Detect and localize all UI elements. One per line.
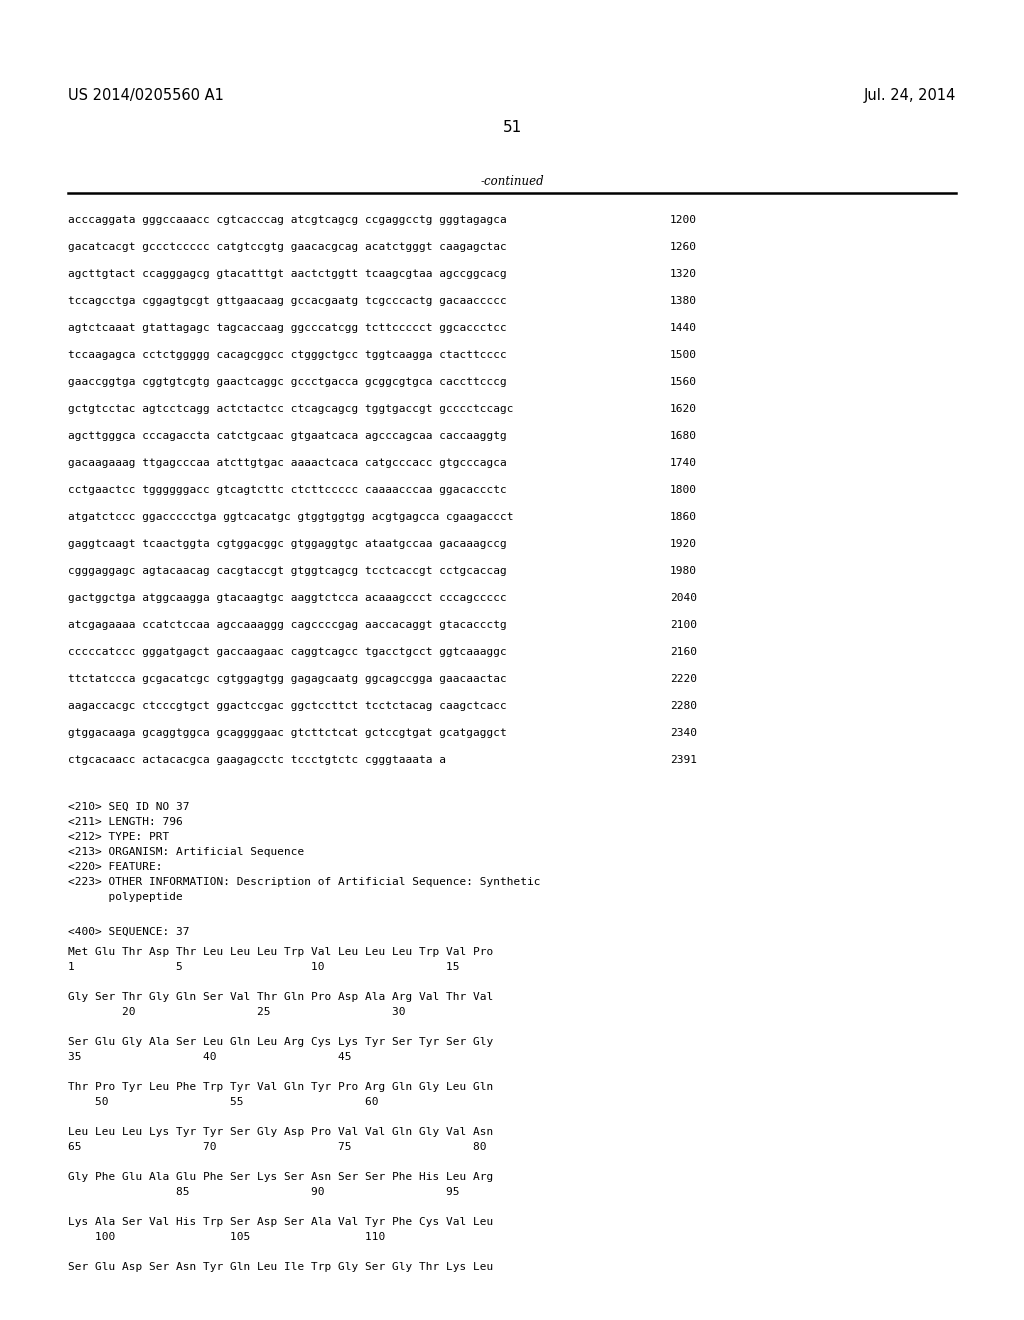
Text: 100                 105                 110: 100 105 110 xyxy=(68,1232,385,1242)
Text: 85                  90                  95: 85 90 95 xyxy=(68,1187,460,1197)
Text: cctgaactcc tggggggacc gtcagtcttc ctcttccccc caaaacccaa ggacaccctc: cctgaactcc tggggggacc gtcagtcttc ctcttcc… xyxy=(68,484,507,495)
Text: 1860: 1860 xyxy=(670,512,697,521)
Text: acccaggata gggccaaacc cgtcacccag atcgtcagcg ccgaggcctg gggtagagca: acccaggata gggccaaacc cgtcacccag atcgtca… xyxy=(68,215,507,224)
Text: 2100: 2100 xyxy=(670,620,697,630)
Text: agcttgggca cccagaccta catctgcaac gtgaatcaca agcccagcaa caccaaggtg: agcttgggca cccagaccta catctgcaac gtgaatc… xyxy=(68,432,507,441)
Text: 1680: 1680 xyxy=(670,432,697,441)
Text: <212> TYPE: PRT: <212> TYPE: PRT xyxy=(68,832,169,842)
Text: Jul. 24, 2014: Jul. 24, 2014 xyxy=(863,88,956,103)
Text: 1               5                   10                  15: 1 5 10 15 xyxy=(68,962,460,972)
Text: atcgagaaaa ccatctccaa agccaaaggg cagccccgag aaccacaggt gtacaccctg: atcgagaaaa ccatctccaa agccaaaggg cagcccc… xyxy=(68,620,507,630)
Text: atgatctccc ggaccccctga ggtcacatgc gtggtggtgg acgtgagcca cgaagaccct: atgatctccc ggaccccctga ggtcacatgc gtggtg… xyxy=(68,512,513,521)
Text: aagaccacgc ctcccgtgct ggactccgac ggctccttct tcctctacag caagctcacc: aagaccacgc ctcccgtgct ggactccgac ggctcct… xyxy=(68,701,507,711)
Text: 2160: 2160 xyxy=(670,647,697,657)
Text: gtggacaaga gcaggtggca gcaggggaac gtcttctcat gctccgtgat gcatgaggct: gtggacaaga gcaggtggca gcaggggaac gtcttct… xyxy=(68,729,507,738)
Text: 50                  55                  60: 50 55 60 xyxy=(68,1097,379,1107)
Text: gacaagaaag ttgagcccaa atcttgtgac aaaactcaca catgcccacc gtgcccagca: gacaagaaag ttgagcccaa atcttgtgac aaaactc… xyxy=(68,458,507,469)
Text: <213> ORGANISM: Artificial Sequence: <213> ORGANISM: Artificial Sequence xyxy=(68,847,304,857)
Text: 1560: 1560 xyxy=(670,378,697,387)
Text: ttctatccca gcgacatcgc cgtggagtgg gagagcaatg ggcagccgga gaacaactac: ttctatccca gcgacatcgc cgtggagtgg gagagca… xyxy=(68,675,507,684)
Text: cgggaggagc agtacaacag cacgtaccgt gtggtcagcg tcctcaccgt cctgcaccag: cgggaggagc agtacaacag cacgtaccgt gtggtca… xyxy=(68,566,507,576)
Text: tccaagagca cctctggggg cacagcggcc ctgggctgcc tggtcaagga ctacttcccc: tccaagagca cctctggggg cacagcggcc ctgggct… xyxy=(68,350,507,360)
Text: agtctcaaat gtattagagc tagcaccaag ggcccatcgg tcttccccct ggcaccctcc: agtctcaaat gtattagagc tagcaccaag ggcccat… xyxy=(68,323,507,333)
Text: 2220: 2220 xyxy=(670,675,697,684)
Text: gacatcacgt gccctccccc catgtccgtg gaacacgcag acatctgggt caagagctac: gacatcacgt gccctccccc catgtccgtg gaacacg… xyxy=(68,242,507,252)
Text: 1800: 1800 xyxy=(670,484,697,495)
Text: gactggctga atggcaagga gtacaagtgc aaggtctcca acaaagccct cccagccccc: gactggctga atggcaagga gtacaagtgc aaggtct… xyxy=(68,593,507,603)
Text: 2040: 2040 xyxy=(670,593,697,603)
Text: tccagcctga cggagtgcgt gttgaacaag gccacgaatg tcgcccactg gacaaccccc: tccagcctga cggagtgcgt gttgaacaag gccacga… xyxy=(68,296,507,306)
Text: 51: 51 xyxy=(503,120,521,135)
Text: gaaccggtga cggtgtcgtg gaactcaggc gccctgacca gcggcgtgca caccttcccg: gaaccggtga cggtgtcgtg gaactcaggc gccctga… xyxy=(68,378,507,387)
Text: ctgcacaacc actacacgca gaagagcctc tccctgtctc cgggtaaata a: ctgcacaacc actacacgca gaagagcctc tccctgt… xyxy=(68,755,446,766)
Text: <211> LENGTH: 796: <211> LENGTH: 796 xyxy=(68,817,182,828)
Text: US 2014/0205560 A1: US 2014/0205560 A1 xyxy=(68,88,224,103)
Text: 1380: 1380 xyxy=(670,296,697,306)
Text: gctgtcctac agtcctcagg actctactcc ctcagcagcg tggtgaccgt gcccctccagc: gctgtcctac agtcctcagg actctactcc ctcagca… xyxy=(68,404,513,414)
Text: 1260: 1260 xyxy=(670,242,697,252)
Text: 1500: 1500 xyxy=(670,350,697,360)
Text: <223> OTHER INFORMATION: Description of Artificial Sequence: Synthetic: <223> OTHER INFORMATION: Description of … xyxy=(68,876,541,887)
Text: 1620: 1620 xyxy=(670,404,697,414)
Text: 1200: 1200 xyxy=(670,215,697,224)
Text: 65                  70                  75                  80: 65 70 75 80 xyxy=(68,1142,486,1152)
Text: Gly Ser Thr Gly Gln Ser Val Thr Gln Pro Asp Ala Arg Val Thr Val: Gly Ser Thr Gly Gln Ser Val Thr Gln Pro … xyxy=(68,993,494,1002)
Text: cccccatccc gggatgagct gaccaagaac caggtcagcc tgacctgcct ggtcaaaggc: cccccatccc gggatgagct gaccaagaac caggtca… xyxy=(68,647,507,657)
Text: 1440: 1440 xyxy=(670,323,697,333)
Text: <400> SEQUENCE: 37: <400> SEQUENCE: 37 xyxy=(68,927,189,937)
Text: <210> SEQ ID NO 37: <210> SEQ ID NO 37 xyxy=(68,803,189,812)
Text: Gly Phe Glu Ala Glu Phe Ser Lys Ser Asn Ser Ser Phe His Leu Arg: Gly Phe Glu Ala Glu Phe Ser Lys Ser Asn … xyxy=(68,1172,494,1181)
Text: Thr Pro Tyr Leu Phe Trp Tyr Val Gln Tyr Pro Arg Gln Gly Leu Gln: Thr Pro Tyr Leu Phe Trp Tyr Val Gln Tyr … xyxy=(68,1082,494,1092)
Text: 2280: 2280 xyxy=(670,701,697,711)
Text: 1320: 1320 xyxy=(670,269,697,279)
Text: 2391: 2391 xyxy=(670,755,697,766)
Text: 1740: 1740 xyxy=(670,458,697,469)
Text: 1980: 1980 xyxy=(670,566,697,576)
Text: Lys Ala Ser Val His Trp Ser Asp Ser Ala Val Tyr Phe Cys Val Leu: Lys Ala Ser Val His Trp Ser Asp Ser Ala … xyxy=(68,1217,494,1228)
Text: 1920: 1920 xyxy=(670,539,697,549)
Text: Ser Glu Gly Ala Ser Leu Gln Leu Arg Cys Lys Tyr Ser Tyr Ser Gly: Ser Glu Gly Ala Ser Leu Gln Leu Arg Cys … xyxy=(68,1038,494,1047)
Text: Leu Leu Leu Lys Tyr Tyr Ser Gly Asp Pro Val Val Gln Gly Val Asn: Leu Leu Leu Lys Tyr Tyr Ser Gly Asp Pro … xyxy=(68,1127,494,1137)
Text: <220> FEATURE:: <220> FEATURE: xyxy=(68,862,163,873)
Text: Ser Glu Asp Ser Asn Tyr Gln Leu Ile Trp Gly Ser Gly Thr Lys Leu: Ser Glu Asp Ser Asn Tyr Gln Leu Ile Trp … xyxy=(68,1262,494,1272)
Text: Met Glu Thr Asp Thr Leu Leu Leu Trp Val Leu Leu Leu Trp Val Pro: Met Glu Thr Asp Thr Leu Leu Leu Trp Val … xyxy=(68,946,494,957)
Text: 35                  40                  45: 35 40 45 xyxy=(68,1052,351,1063)
Text: -continued: -continued xyxy=(480,176,544,187)
Text: 2340: 2340 xyxy=(670,729,697,738)
Text: gaggtcaagt tcaactggta cgtggacggc gtggaggtgc ataatgccaa gacaaagccg: gaggtcaagt tcaactggta cgtggacggc gtggagg… xyxy=(68,539,507,549)
Text: 20                  25                  30: 20 25 30 xyxy=(68,1007,406,1016)
Text: polypeptide: polypeptide xyxy=(68,892,182,902)
Text: agcttgtact ccagggagcg gtacatttgt aactctggtt tcaagcgtaa agccggcacg: agcttgtact ccagggagcg gtacatttgt aactctg… xyxy=(68,269,507,279)
